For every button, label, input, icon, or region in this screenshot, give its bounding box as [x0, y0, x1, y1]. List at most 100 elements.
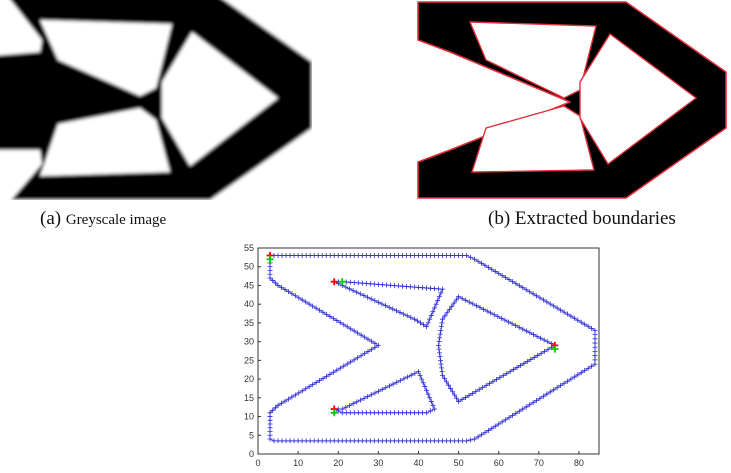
boundary-point [275, 282, 281, 288]
boundary-point [538, 350, 544, 356]
boundary-point [346, 286, 352, 292]
boundary-point [448, 385, 454, 391]
boundary-point [513, 281, 519, 287]
boundary-point [488, 310, 494, 316]
boundary-point [575, 372, 581, 378]
y-tick-label: 50 [244, 262, 254, 272]
boundary-point [348, 326, 354, 332]
boundary-point [438, 290, 444, 296]
boundary-point [368, 338, 374, 344]
boundary-point [438, 357, 444, 363]
boundary-point [437, 350, 443, 356]
boundary-point [452, 392, 458, 398]
boundary-point [500, 372, 506, 378]
boundary-point [442, 313, 448, 319]
boundary-point [520, 285, 526, 291]
boundary-point [453, 297, 459, 303]
boundary-point [534, 333, 540, 339]
boundary-point [437, 331, 443, 337]
boundary-point [327, 371, 333, 377]
boundary-point [446, 307, 452, 313]
boundary-point [578, 370, 584, 376]
caption-a-label: (a) [40, 208, 62, 229]
boundary-point [423, 324, 429, 330]
boundary-point [414, 318, 420, 324]
boundary-point [542, 348, 548, 354]
boundary-point [523, 328, 529, 334]
boundary-point [592, 340, 598, 346]
boundary-point [439, 365, 445, 371]
boundary-point [306, 384, 312, 390]
boundary-point [444, 310, 450, 316]
boundary-point [365, 349, 371, 355]
boundary-point [372, 390, 378, 396]
boundary-point [592, 336, 598, 342]
boundary-point [507, 368, 513, 374]
boundary-point [551, 387, 557, 393]
boundary-point [446, 382, 452, 388]
boundary-point [383, 303, 389, 309]
boundary-point [390, 381, 396, 387]
y-tick-label: 25 [244, 355, 254, 365]
boundary-point [475, 434, 481, 440]
boundary-point [313, 305, 319, 311]
greyscale-structure [0, 0, 312, 200]
boundary-point [365, 336, 371, 342]
boundary-point [433, 301, 439, 307]
boundary-point [425, 320, 431, 326]
boundary-point [475, 258, 481, 264]
caption-b-text: Extracted boundaries [514, 208, 676, 229]
boundary-point [440, 316, 446, 322]
boundary-point [585, 365, 591, 371]
boundary-point [502, 317, 508, 323]
boundary-loop-1 [267, 252, 598, 444]
boundary-point [393, 308, 399, 314]
boundary-point [483, 383, 489, 389]
boundary-point [438, 361, 444, 367]
boundary-point [350, 288, 356, 294]
caption-a: (a) Greyscale image [40, 208, 166, 230]
boundary-point [303, 386, 309, 392]
boundary-point [358, 353, 364, 359]
x-tick-label: 30 [373, 458, 383, 468]
start-marker-green [551, 345, 559, 353]
y-tick-label: 0 [249, 449, 254, 459]
boundary-point [524, 358, 530, 364]
boundary-point [354, 289, 360, 295]
boundary-point [436, 294, 442, 300]
boundary-point [456, 294, 462, 300]
boundary-point [479, 260, 485, 266]
boundary-point [497, 374, 503, 380]
boundary-point [323, 373, 329, 379]
boundary-point [503, 417, 509, 423]
boundary-point [527, 330, 533, 336]
y-tick-label: 30 [244, 337, 254, 347]
boundary-point [282, 287, 288, 293]
boundary-point [279, 285, 285, 291]
boundary-point [470, 301, 476, 307]
x-tick-label: 20 [333, 458, 343, 468]
boundary-point [427, 316, 433, 322]
boundary-point [592, 353, 598, 359]
boundary-point [545, 339, 551, 345]
boundary-loop-3 [331, 369, 438, 416]
boundary-point [386, 304, 392, 310]
boundary-point [436, 346, 442, 352]
boundary-point [506, 319, 512, 325]
boundary-point [330, 316, 336, 322]
boundary-point [485, 427, 491, 433]
boundary-point [492, 423, 498, 429]
boundary-point [582, 368, 588, 374]
boundary-point [432, 305, 438, 311]
boundary-point [558, 383, 564, 389]
boundary-point [531, 354, 537, 360]
boundary-point [482, 430, 488, 436]
boundary-point [386, 383, 392, 389]
boundary-point [571, 374, 577, 380]
hole-upper-b [468, 21, 597, 99]
boundary-point [355, 355, 361, 361]
boundary-point [401, 376, 407, 382]
boundary-point [496, 421, 502, 427]
boundary-point [310, 382, 316, 388]
boundary-point [306, 301, 312, 307]
